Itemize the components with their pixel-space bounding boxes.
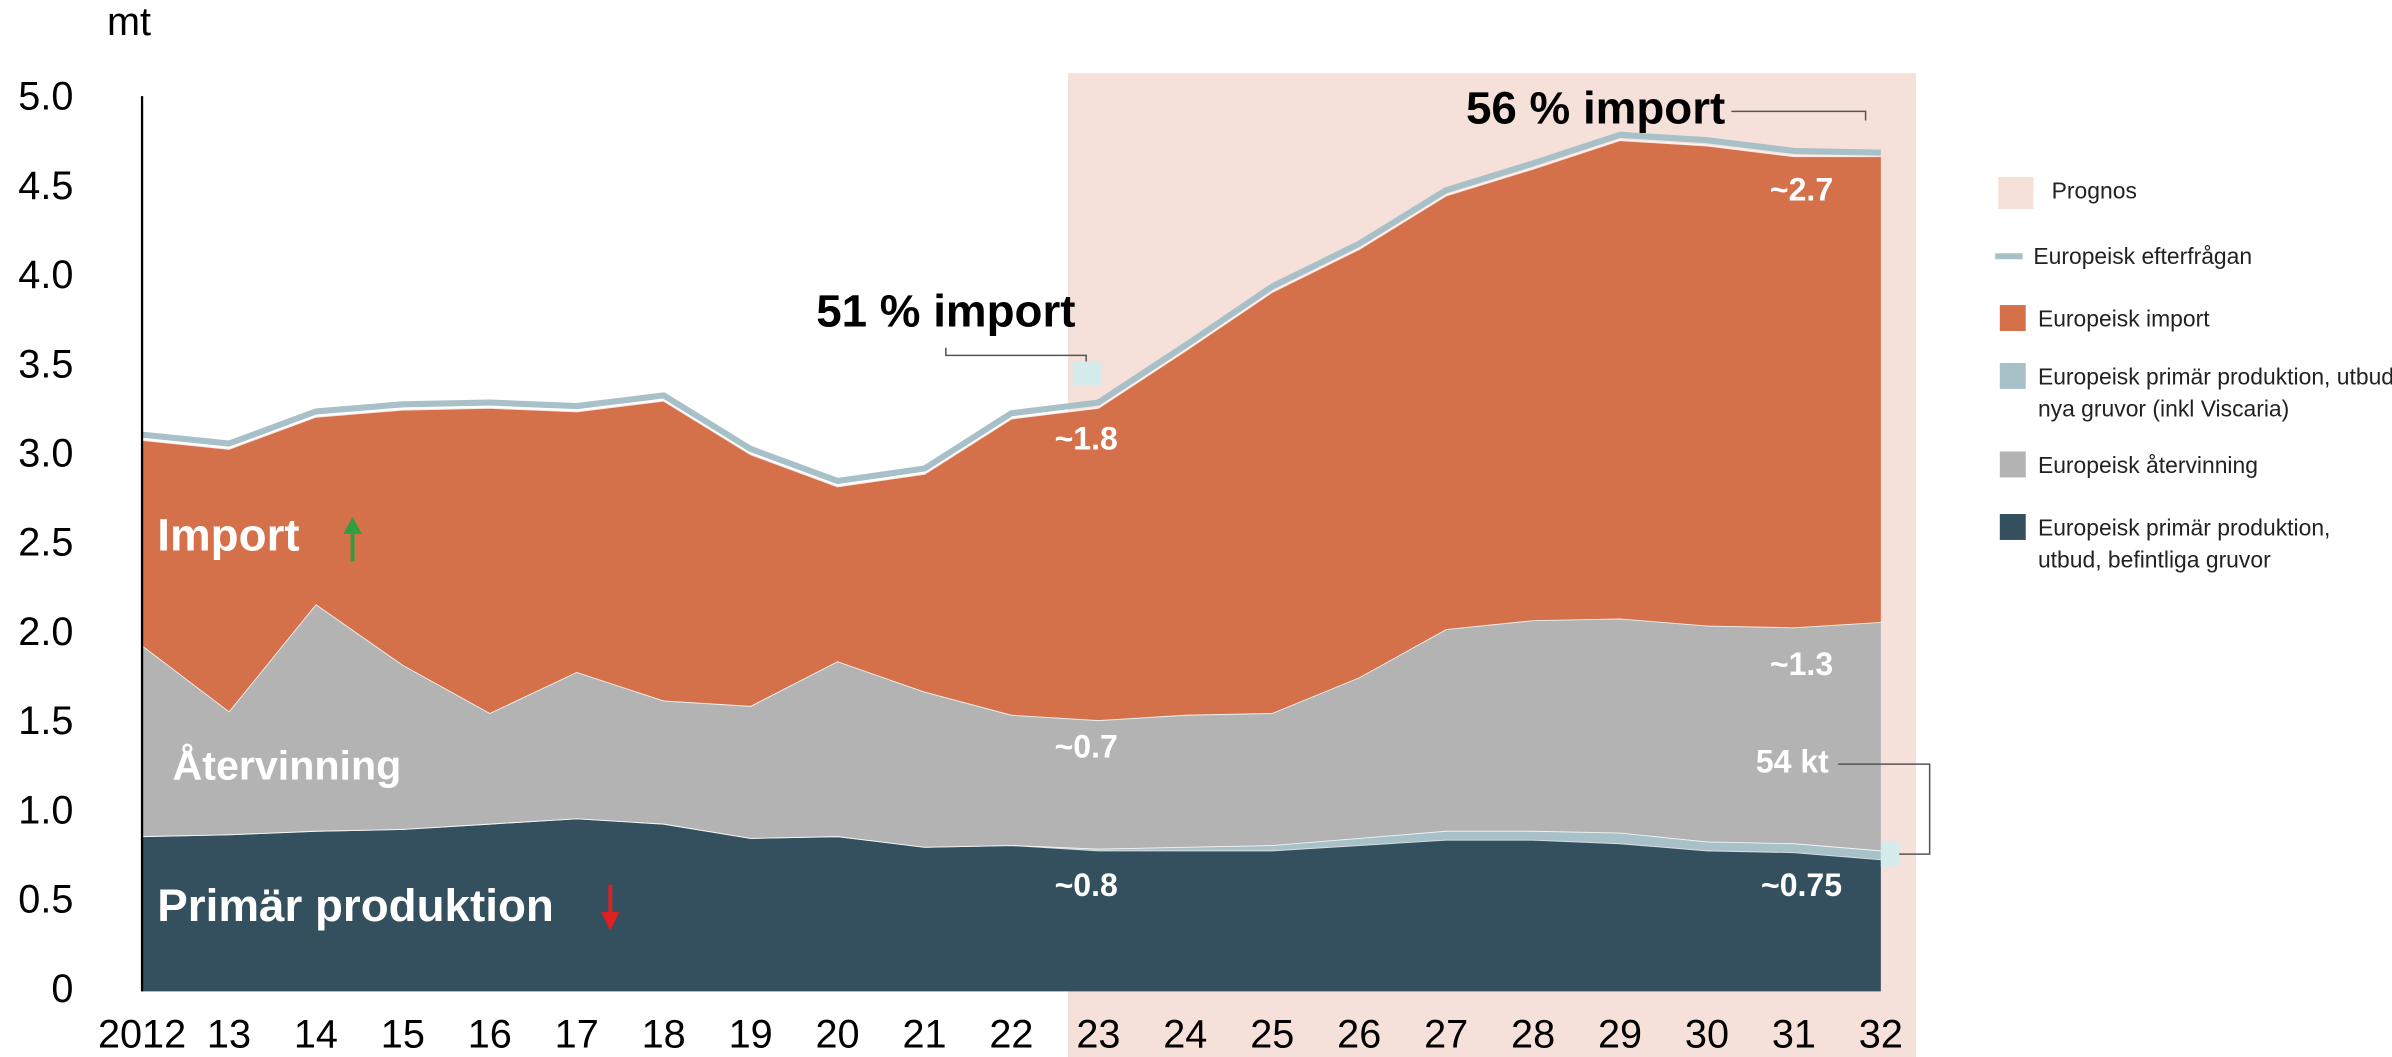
area [142, 818, 1881, 992]
y-tick-label: 5.0 [18, 75, 73, 119]
annotation: 56 % import [1466, 82, 1725, 133]
x-tick-label: 15 [381, 1013, 425, 1057]
x-tick-label: 22 [989, 1013, 1033, 1057]
y-tick-label: 1.0 [18, 788, 73, 832]
x-tick-label: 17 [555, 1013, 599, 1057]
x-tick-label: 23 [1076, 1013, 1120, 1057]
callout-line [945, 347, 1087, 365]
x-tick-label: 28 [1511, 1013, 1555, 1057]
y-tick-label: 1.5 [18, 699, 73, 743]
x-tick-label: 32 [1859, 1013, 1903, 1057]
x-tick-label: 16 [468, 1013, 512, 1057]
x-tick-label: 25 [1250, 1013, 1294, 1057]
demand-line [141, 131, 1881, 485]
x-tick-label: 21 [902, 1013, 946, 1057]
y-tick-label: 4.0 [18, 253, 73, 297]
legend-swatch [1998, 176, 2034, 209]
annotation: Import [157, 509, 299, 560]
area [142, 140, 1881, 721]
legend-label-box: Europeisk efterfrågan [2033, 244, 2253, 270]
y-tick-label: 2.5 [18, 521, 73, 565]
legend-swatch [1999, 514, 2026, 540]
y-tick-label: 3.5 [18, 342, 73, 386]
annotation: ~2.7 [1770, 172, 1833, 208]
y-tick-label: 0 [51, 967, 73, 1011]
callout-line [1838, 763, 1931, 855]
callout-line [1731, 110, 1867, 121]
legend-label: Prognos [2051, 178, 2137, 205]
legend-swatch [1999, 305, 2026, 331]
y-tick-label: 4.5 [18, 164, 73, 208]
annotation: ~1.3 [1770, 646, 1833, 682]
x-tick-label: 18 [642, 1013, 686, 1057]
y-tick-label: 3.0 [18, 432, 73, 476]
annotation: 51 % import [816, 285, 1075, 336]
x-tick-label: 14 [294, 1013, 338, 1057]
area-edge [141, 139, 1881, 488]
area [142, 604, 1881, 851]
x-tick-label: 24 [1163, 1013, 1207, 1057]
x-tick-label: 29 [1598, 1013, 1642, 1057]
legend-label: Europeisk efterfrågan [2033, 244, 2253, 270]
annotation: Primär produktion [157, 880, 554, 931]
legend-label: Europeisk import [2037, 306, 2210, 333]
y-tick-label: 2.0 [18, 610, 73, 654]
annotation: ~0.8 [1055, 867, 1118, 903]
area [142, 818, 1881, 860]
annotation: 54 kt [1756, 744, 1829, 780]
callout-marker [1072, 361, 1102, 386]
callout-marker [1880, 841, 1900, 867]
legend-label-box: Europeisk import [2037, 306, 2210, 333]
x-tick-label: 27 [1424, 1013, 1468, 1057]
x-tick-label: 31 [1772, 1013, 1816, 1057]
legend-label-box: Europeisk återvinning [2037, 453, 2258, 479]
y-axis-label: mt [107, 0, 151, 44]
annotation: ~0.75 [1761, 867, 1842, 903]
x-tick-label: 30 [1685, 1013, 1729, 1057]
annotation: ~1.8 [1055, 420, 1118, 456]
x-tick-label: 13 [207, 1013, 251, 1057]
legend-swatch [1999, 363, 2026, 389]
arrow-up-head [343, 517, 362, 534]
x-tick-label: 19 [729, 1013, 773, 1057]
x-tick-label: 26 [1337, 1013, 1381, 1057]
legend-label: Europeisk återvinning [2037, 453, 2258, 479]
legend-label-box: Prognos [2051, 178, 2137, 205]
annotation: Återvinning [173, 743, 402, 789]
x-tick-label: 20 [816, 1013, 860, 1057]
annotation: ~0.7 [1055, 728, 1118, 764]
legend-label-box: Europeisk primär produktion, utbud, nya … [2037, 364, 2392, 423]
arrow-down-head [601, 912, 620, 931]
x-tick-label: 2012 [98, 1013, 186, 1057]
legend-swatch [1999, 451, 2026, 478]
legend-label: Europeisk primär produktion, utbud, befi… [2037, 515, 2331, 574]
legend-label-box: Europeisk primär produktion, utbud, befi… [2037, 515, 2331, 574]
y-tick-label: 0.5 [18, 878, 73, 922]
legend-label: Europeisk primär produktion, utbud, nya … [2037, 364, 2392, 423]
